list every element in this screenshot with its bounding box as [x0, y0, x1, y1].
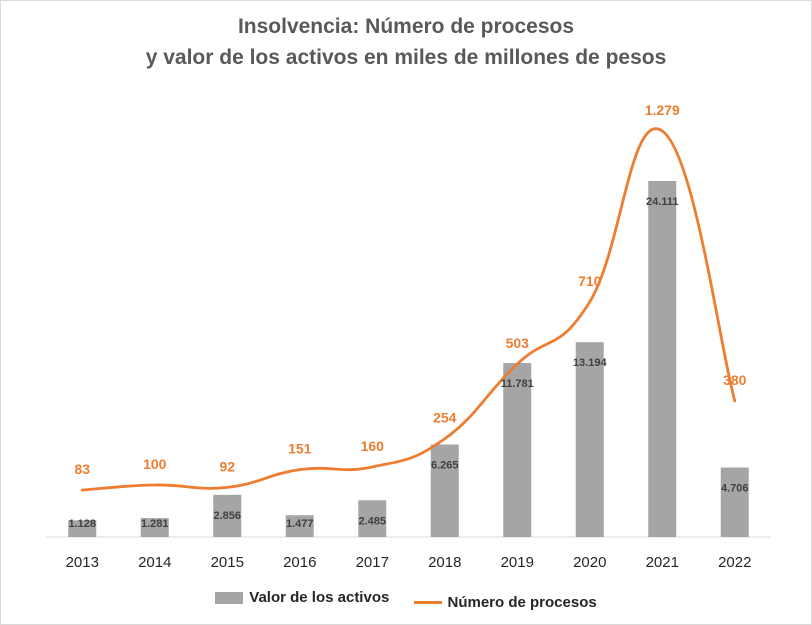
bar-label-2013: 1.128 [68, 518, 96, 530]
bar-2019 [503, 363, 532, 537]
line-label-2016: 151 [288, 441, 312, 457]
x-tick-label-2013: 2013 [66, 554, 99, 571]
line-label-2020: 710 [578, 273, 602, 289]
line-label-2018: 254 [433, 410, 457, 426]
bar-2021 [648, 181, 677, 537]
chart-legend: Valor de los activos Número de procesos [1, 589, 811, 611]
bar-label-2014: 1.281 [141, 518, 169, 530]
bar-label-2021: 24.111 [646, 196, 678, 208]
bar-label-2015: 2.856 [213, 510, 241, 522]
legend-item-line: Número de procesos [413, 593, 597, 611]
line-label-2021: 1.279 [645, 102, 680, 118]
chart-title-line-1: Insolvencia: Número de procesos [237, 15, 575, 38]
line-label-2019: 503 [506, 335, 530, 351]
x-tick-label-2022: 2022 [718, 554, 751, 571]
legend-label-bars: Valor de los activos [249, 589, 390, 606]
x-tick-label-2015: 2015 [211, 554, 244, 571]
line-series-procesos [80, 127, 737, 492]
bar-2016 [285, 515, 314, 537]
x-tick-label-2017: 2017 [356, 554, 389, 571]
x-tick-label-2014: 2014 [138, 554, 171, 571]
x-tick-label-2021: 2021 [646, 554, 679, 571]
bar-2018 [430, 444, 459, 537]
bar-2022 [720, 467, 749, 537]
bar-label-2019: 11.781 [501, 378, 534, 390]
x-tick-label-2018: 2018 [428, 554, 461, 571]
chart-title-line-2: y valor de los activos en miles de millo… [145, 46, 667, 69]
line-label-2013: 83 [74, 461, 90, 477]
x-tick-label-2019: 2019 [501, 554, 534, 571]
x-tick-label-2016: 2016 [283, 554, 316, 571]
legend-swatch-bars [215, 591, 244, 604]
line-label-2017: 160 [361, 438, 385, 454]
x-tick-label-2020: 2020 [573, 554, 606, 571]
line-label-2022: 380 [723, 372, 747, 388]
bar-label-2017: 2.485 [358, 515, 386, 527]
bar-label-2018: 6.265 [431, 459, 459, 471]
bar-label-2022: 4.706 [721, 483, 749, 495]
line-label-2015: 92 [219, 458, 235, 474]
legend-label-line: Número de procesos [447, 593, 597, 611]
bar-2020 [575, 342, 604, 537]
bar-label-2016: 1.477 [286, 518, 314, 530]
line-label-2014: 100 [143, 456, 167, 472]
bar-2014 [140, 518, 169, 537]
legend-item-bars: Valor de los activos [215, 589, 389, 606]
bar-2015 [213, 494, 242, 537]
bar-2017 [358, 500, 387, 537]
bar-2013 [68, 520, 97, 537]
chart-title: Insolvencia: Número de procesos y valor … [1, 11, 811, 73]
legend-swatch-line [413, 600, 442, 604]
bar-label-2020: 13.194 [573, 357, 608, 369]
